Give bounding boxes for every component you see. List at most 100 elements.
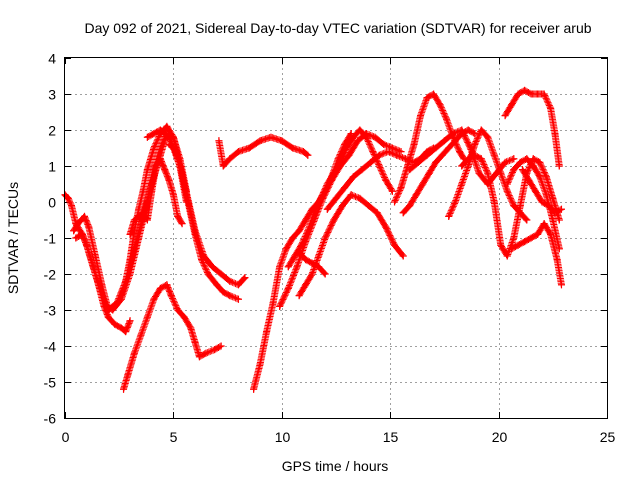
data-point <box>195 353 203 361</box>
data-point <box>167 292 175 300</box>
data-point <box>417 112 425 120</box>
series-arc-u <box>501 86 563 170</box>
data-point <box>367 158 375 166</box>
x-tick-label: 10 <box>275 429 291 445</box>
data-point <box>267 133 275 141</box>
data-point <box>126 230 134 238</box>
data-point <box>289 234 297 242</box>
data-point <box>163 281 171 289</box>
data-point <box>226 155 234 163</box>
data-point <box>341 184 349 192</box>
data-point <box>432 144 440 152</box>
data-point <box>234 295 242 303</box>
data-point <box>544 202 552 210</box>
y-tick-label: -6 <box>44 411 57 427</box>
data-point <box>276 263 284 271</box>
data-point <box>356 194 364 202</box>
data-point <box>234 148 242 156</box>
data-point <box>518 166 526 174</box>
data-point <box>425 169 433 177</box>
data-point <box>380 140 388 148</box>
data-point <box>72 234 80 242</box>
data-point <box>521 238 529 246</box>
data-point <box>384 148 392 156</box>
data-point <box>406 166 414 174</box>
data-point <box>156 284 164 292</box>
data-point <box>464 155 472 163</box>
data-point <box>315 252 323 260</box>
data-point <box>523 216 531 224</box>
data-point <box>555 245 563 253</box>
data-point <box>388 187 396 195</box>
data-point <box>89 263 97 271</box>
data-point <box>410 140 418 148</box>
data-point <box>70 227 78 235</box>
data-point <box>440 137 448 145</box>
data-point <box>256 137 264 145</box>
data-point <box>339 202 347 210</box>
data-point <box>358 166 366 174</box>
data-point <box>291 252 299 260</box>
data-point <box>102 302 110 310</box>
data-point <box>343 144 351 152</box>
data-point <box>122 328 130 336</box>
data-point <box>521 86 529 94</box>
data-point <box>397 184 405 192</box>
data-point <box>96 284 104 292</box>
data-point <box>471 140 479 148</box>
data-point <box>308 259 316 267</box>
data-point <box>202 349 210 357</box>
data-point <box>362 133 370 141</box>
data-point <box>139 187 147 195</box>
data-point <box>542 173 550 181</box>
data-point <box>299 148 307 156</box>
data-point <box>295 292 303 300</box>
data-point <box>111 320 119 328</box>
data-point <box>557 205 565 213</box>
data-point <box>204 270 212 278</box>
data-point <box>557 281 565 289</box>
data-point <box>226 292 234 300</box>
data-point <box>126 256 134 264</box>
x-tick-label: 20 <box>492 429 508 445</box>
data-point <box>458 126 466 134</box>
data-point <box>169 191 177 199</box>
series-arc-e <box>126 155 186 238</box>
data-point <box>152 162 160 170</box>
data-point <box>117 292 125 300</box>
data-point <box>74 220 82 228</box>
data-point <box>391 241 399 249</box>
data-point <box>323 205 331 213</box>
data-point <box>527 234 535 242</box>
series-arc-v <box>508 220 565 289</box>
data-point <box>531 187 539 195</box>
data-point <box>555 216 563 224</box>
data-point <box>161 166 169 174</box>
data-point <box>536 158 544 166</box>
marker-trail <box>120 281 225 393</box>
data-point <box>165 176 173 184</box>
data-point <box>347 191 355 199</box>
data-point <box>124 371 132 379</box>
data-point <box>165 133 173 141</box>
data-point <box>451 198 459 206</box>
data-point <box>423 94 431 102</box>
data-point <box>234 281 242 289</box>
data-point <box>156 144 164 152</box>
data-point <box>430 90 438 98</box>
data-point <box>219 288 227 296</box>
data-point <box>250 385 258 393</box>
y-tick-label: -4 <box>44 339 57 355</box>
data-point <box>174 306 182 314</box>
data-point <box>330 169 338 177</box>
data-point <box>375 162 383 170</box>
data-point <box>484 169 492 177</box>
data-point <box>451 137 459 145</box>
data-point <box>135 212 143 220</box>
data-point <box>371 133 379 141</box>
data-point <box>540 90 548 98</box>
data-point <box>414 158 422 166</box>
x-axis-label: GPS time / hours <box>282 458 389 474</box>
series-arc-t <box>458 151 563 260</box>
data-point <box>130 349 138 357</box>
